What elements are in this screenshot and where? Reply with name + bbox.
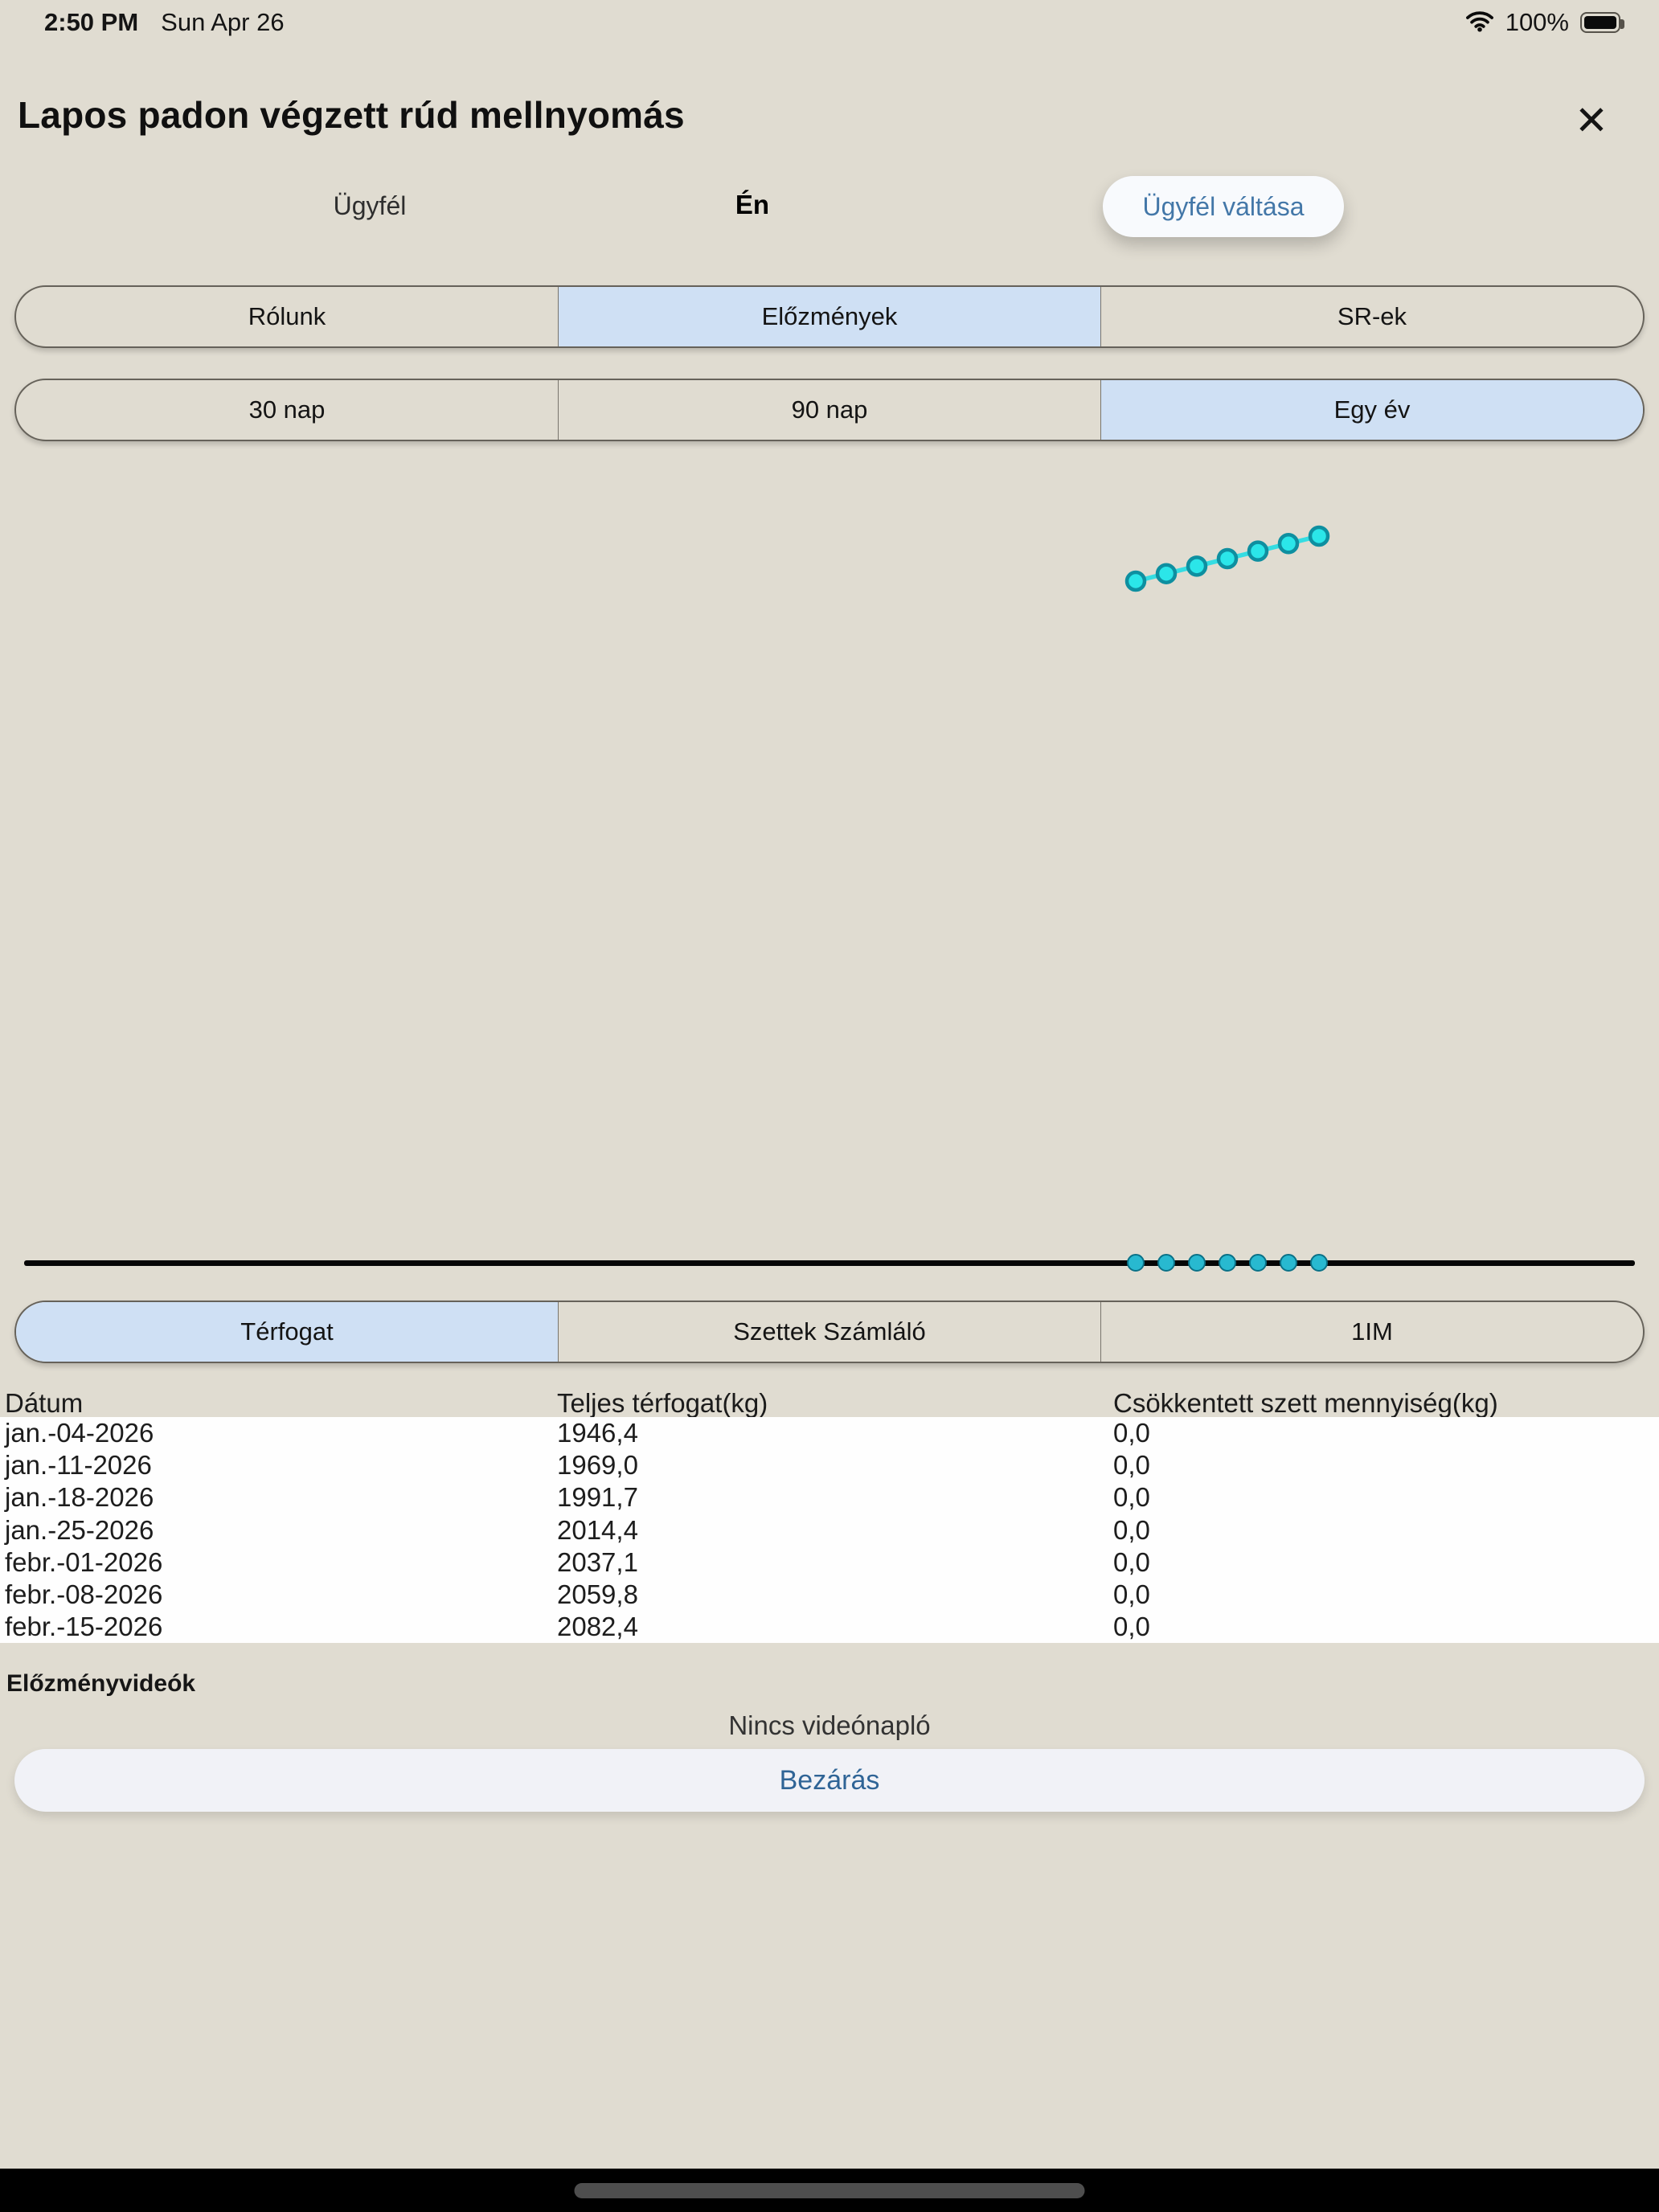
wifi-icon [1465,10,1494,36]
table-cell: jan.-04-2026 [5,1418,154,1448]
timeline-marker-3[interactable] [1219,1254,1236,1272]
table-cell: jan.-18-2026 [5,1482,154,1513]
data-point-marker-5[interactable] [1277,533,1300,555]
table-row: jan.-25-2026 2014,4 0,0 [0,1514,1659,1546]
timeline-marker-5[interactable] [1280,1254,1297,1272]
timeline-marker-1[interactable] [1157,1254,1175,1272]
timeline-marker-6[interactable] [1310,1254,1328,1272]
column-header-dátum: Dátum [5,1388,84,1418]
table-cell: 0,0 [1113,1612,1150,1642]
table-row: febr.-08-2026 2059,8 0,0 [0,1579,1659,1611]
client-value: Én [735,190,770,219]
timeline-marker-4[interactable] [1249,1254,1267,1272]
tab-előzmények[interactable]: Előzmények [558,287,1100,346]
table-cell: jan.-25-2026 [5,1514,154,1545]
table-header: Dátum Teljes térfogat(kg) Csökkentett szet… [0,1388,1659,1418]
home-indicator[interactable] [574,2183,1085,2198]
tabs-section: Rólunk Előzmények SR-ek [14,285,1645,348]
volume-trend-chart [1124,525,1330,592]
close-icon[interactable]: ✕ [1575,98,1608,143]
table-cell: jan.-11-2026 [5,1450,152,1481]
table-cell: 0,0 [1113,1482,1150,1513]
tab-térfogat[interactable]: Térfogat [16,1302,558,1362]
close-button[interactable]: Bezárás [14,1749,1645,1812]
table-cell: 0,0 [1113,1579,1150,1610]
tab-90-nap[interactable]: 90 nap [558,380,1100,440]
table-cell: 1969,0 [557,1450,638,1481]
tab-sr-ek[interactable]: SR-ek [1100,287,1643,346]
column-header-csökkentett-szett-mennyiség-kg: Csökkentett szett mennyiség(kg) [1113,1388,1498,1418]
clock-time: 2:50 PM [44,8,139,36]
table-cell: febr.-01-2026 [5,1546,163,1577]
table-row: febr.-01-2026 2037,1 0,0 [0,1546,1659,1579]
table-cell: 1946,4 [557,1418,638,1448]
tabs-date-range: 30 nap 90 nap Egy év [14,379,1645,441]
table-cell: febr.-08-2026 [5,1579,163,1610]
data-point-marker-2[interactable] [1186,555,1208,577]
history-videos-title: Előzményvideók [6,1670,196,1697]
table-cell: 0,0 [1113,1450,1150,1481]
history-table[interactable]: jan.-04-2026 1946,4 0,0 jan.-11-2026 1969,0 0… [0,1417,1659,1643]
tab-szettek-számláló[interactable]: Szettek Számláló [558,1302,1100,1362]
table-cell: 0,0 [1113,1514,1150,1545]
switch-client-button[interactable]: Ügyfél váltása [1103,176,1344,237]
data-point-marker-6[interactable] [1308,525,1330,547]
tab-1im[interactable]: 1IM [1100,1302,1643,1362]
timeline-marker-2[interactable] [1188,1254,1206,1272]
data-point-marker-4[interactable] [1247,540,1269,562]
status-bar: 2:50 PM Sun Apr 26 100% [0,0,1659,45]
timeline-axis[interactable] [24,1260,1635,1266]
table-row: febr.-15-2026 2082,4 0,0 [0,1611,1659,1643]
table-row: jan.-11-2026 1969,0 0,0 [0,1449,1659,1481]
table-cell: 2059,8 [557,1579,638,1610]
timeline-marker-0[interactable] [1127,1254,1145,1272]
table-row: jan.-04-2026 1946,4 0,0 [0,1417,1659,1449]
table-cell: 2014,4 [557,1514,638,1545]
column-header-teljes-térfogat-kg: Teljes térfogat(kg) [557,1388,768,1418]
tabs-metric: Térfogat Szettek Számláló 1IM [14,1301,1645,1363]
data-point-marker-1[interactable] [1155,563,1178,584]
battery-icon [1580,12,1624,33]
tab-egy-év[interactable]: Egy év [1100,380,1643,440]
battery-percent: 100% [1505,8,1569,36]
page-title: Lapos padon végzett rúd mellnyomás [18,94,685,136]
data-point-marker-3[interactable] [1216,547,1239,570]
client-label: Ügyfél [333,191,407,220]
table-cell: 0,0 [1113,1546,1150,1577]
clock-date: Sun Apr 26 [161,8,285,36]
table-cell: 2037,1 [557,1546,638,1577]
tab-rólunk[interactable]: Rólunk [248,302,326,330]
table-cell: 1991,7 [557,1482,638,1513]
no-video-message: Nincs videónapló [728,1710,931,1740]
data-point-marker-0[interactable] [1124,570,1147,592]
table-cell: 0,0 [1113,1418,1150,1448]
table-cell: febr.-15-2026 [5,1612,163,1642]
tab-30-nap[interactable]: 30 nap [248,395,326,424]
table-cell: 2082,4 [557,1612,638,1642]
table-row: jan.-18-2026 1991,7 0,0 [0,1481,1659,1514]
